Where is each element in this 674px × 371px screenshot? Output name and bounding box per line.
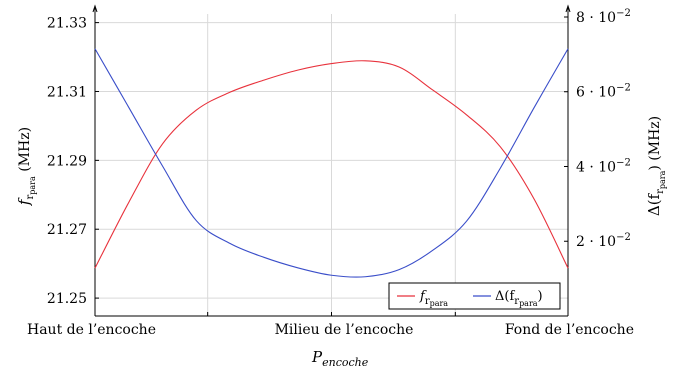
axis-labels: Pencoche frpara (MHz) Δ(frpara) (MHz) bbox=[15, 116, 667, 369]
left-tick-label: 21.25 bbox=[47, 291, 87, 307]
right-tick-label: 6 · 10−2 bbox=[576, 83, 631, 101]
right-tick-label: 2 · 10−2 bbox=[576, 232, 631, 250]
right-axis-arrow bbox=[565, 4, 571, 13]
legend: frpara Δ(frpara) bbox=[388, 282, 561, 310]
x-tick-label: Fond de l’encoche bbox=[505, 322, 634, 338]
right-axis-title: Δ(frpara) (MHz) bbox=[645, 116, 667, 216]
left-axis-title: frpara (MHz) bbox=[15, 127, 37, 206]
axes: 21.25 21.27 21.29 21.31 21.33 2 · 10−2 4 · 10−… bbox=[27, 4, 634, 338]
legend-label-0: frpara bbox=[419, 289, 448, 308]
left-tick-label: 21.31 bbox=[47, 84, 87, 100]
left-tick-label: 21.29 bbox=[47, 153, 87, 169]
x-tick-label: Milieu de l’encoche bbox=[275, 322, 414, 338]
right-tick-label: 8 · 10−2 bbox=[576, 8, 631, 26]
left-tick-label: 21.27 bbox=[47, 222, 87, 238]
series-line-1 bbox=[94, 48, 569, 278]
x-axis-title: Pencoche bbox=[311, 348, 369, 369]
series-lines bbox=[94, 48, 569, 278]
right-tick-label: 4 · 10−2 bbox=[576, 157, 631, 175]
left-tick-label: 21.33 bbox=[47, 16, 87, 32]
series-line-0 bbox=[94, 60, 569, 269]
legend-label-1: Δ(frpara) bbox=[495, 289, 543, 308]
x-tick-label: Haut de l’encoche bbox=[27, 322, 156, 338]
left-axis-arrow bbox=[92, 4, 98, 13]
grid bbox=[95, 14, 568, 316]
